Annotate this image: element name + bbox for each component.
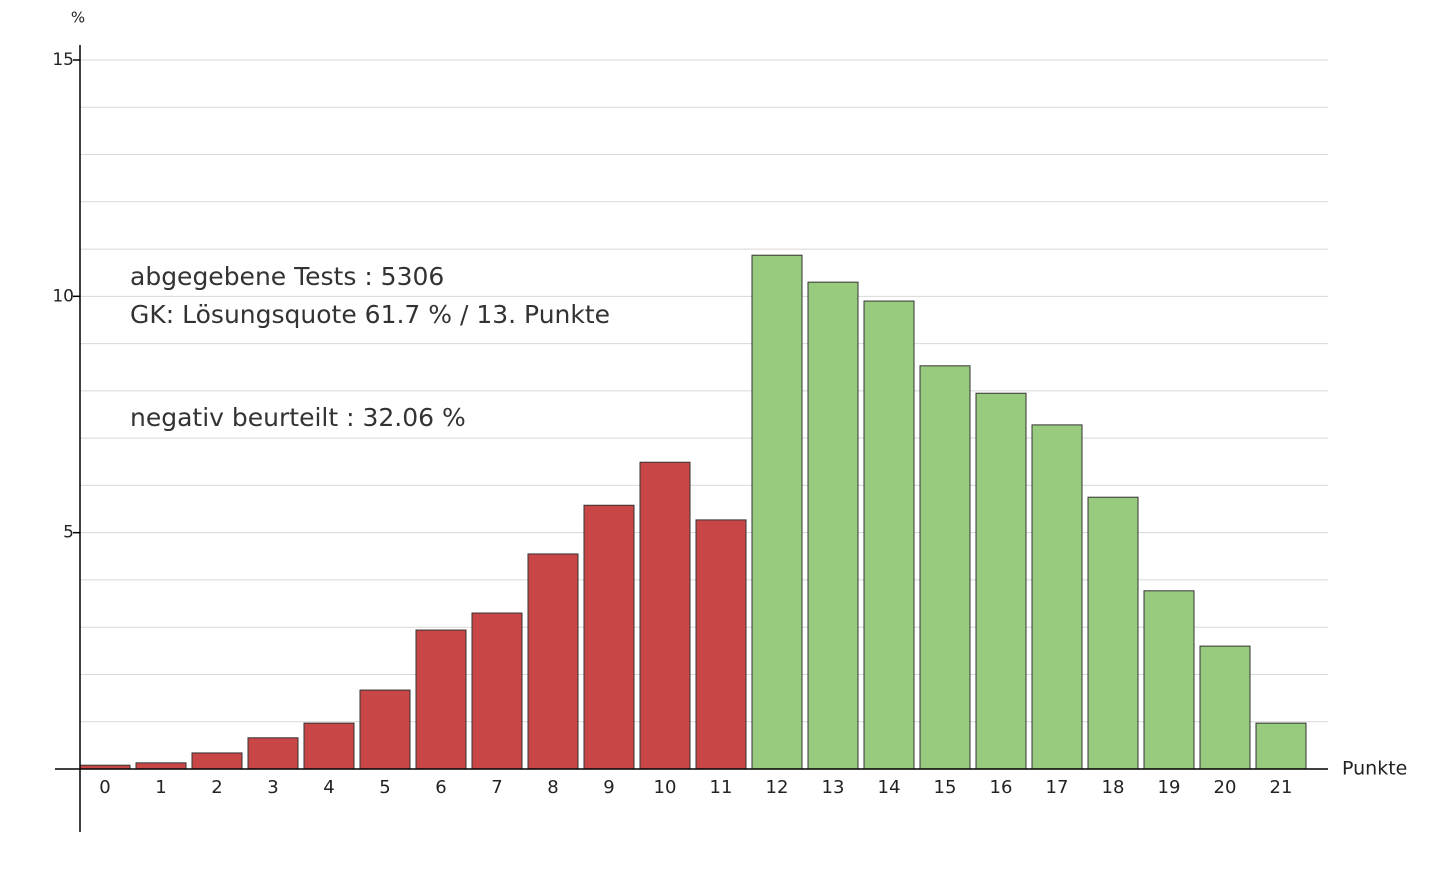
y-tick-label: 10	[52, 286, 74, 306]
bar	[527, 553, 579, 770]
x-tick-label: 6	[435, 777, 446, 798]
annotation: GK: Lösungsquote 61.7 % / 13. Punkte	[130, 300, 610, 329]
y-tick-label: 5	[63, 523, 74, 543]
bar	[751, 254, 803, 770]
x-tick-label: 10	[654, 777, 677, 798]
bar	[471, 612, 523, 770]
bar	[135, 762, 187, 770]
x-tick-label: 21	[1270, 777, 1293, 798]
bar	[1255, 722, 1307, 770]
x-tick-label: 14	[878, 777, 901, 798]
x-tick-label: 19	[1158, 777, 1181, 798]
bar	[583, 504, 635, 770]
x-tick-label: 0	[99, 777, 110, 798]
x-tick-label: 3	[267, 777, 278, 798]
x-axis-label: Punkte	[1342, 758, 1407, 780]
bar	[1087, 496, 1139, 770]
x-tick-label: 1	[155, 777, 166, 798]
y-axis-label: %	[71, 9, 85, 27]
bar	[919, 365, 971, 770]
x-tick-label: 18	[1102, 777, 1125, 798]
bar	[1143, 590, 1195, 770]
x-tick-label: 9	[603, 777, 614, 798]
x-tick-label: 15	[934, 777, 957, 798]
x-tick-label: 2	[211, 777, 222, 798]
bar	[807, 281, 859, 770]
x-tick-label: 8	[547, 777, 558, 798]
bar	[1031, 424, 1083, 770]
bar	[191, 752, 243, 770]
x-tick-label: 12	[766, 777, 789, 798]
bar	[863, 300, 915, 770]
bar	[247, 737, 299, 770]
x-tick-label: 16	[990, 777, 1013, 798]
bar	[1199, 645, 1251, 770]
x-tick-label: 17	[1046, 777, 1069, 798]
bar	[303, 722, 355, 770]
bar	[695, 519, 747, 770]
bar	[359, 689, 411, 770]
x-tick-label: 11	[710, 777, 733, 798]
x-tick-label: 4	[323, 777, 334, 798]
x-tick-label: 20	[1214, 777, 1237, 798]
x-tick-label: 5	[379, 777, 390, 798]
x-tick-label: 13	[822, 777, 845, 798]
bar	[415, 629, 467, 770]
bar	[639, 461, 691, 770]
annotation: abgegebene Tests : 5306	[130, 262, 444, 291]
bar	[975, 392, 1027, 770]
annotation: negativ beurteilt : 32.06 %	[130, 403, 466, 432]
x-tick-label: 7	[491, 777, 502, 798]
y-tick-label: 15	[52, 50, 74, 70]
